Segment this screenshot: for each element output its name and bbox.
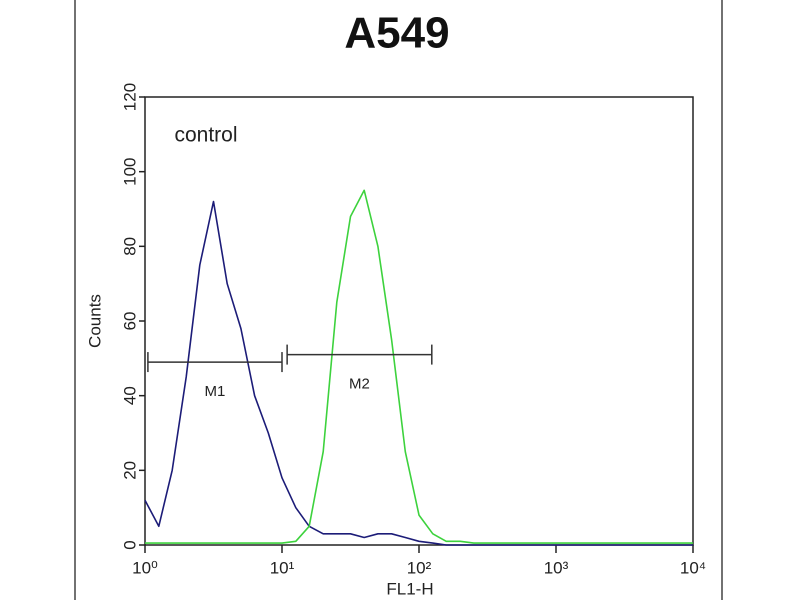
y-tick-label: 60 [120, 312, 139, 331]
annotation: control [174, 124, 237, 147]
chart-title: A549 [344, 9, 449, 58]
x-tick-label: 10⁴ [680, 558, 706, 577]
y-tick-label: 40 [120, 386, 139, 405]
series-line [144, 200, 693, 546]
y-tick-label: 0 [120, 540, 139, 549]
x-axis-label: FL1-H [386, 579, 433, 598]
marker-label: M2 [349, 376, 370, 393]
marker-label: M1 [205, 383, 226, 400]
x-tick-label: 10² [407, 558, 432, 577]
series-line [145, 189, 693, 544]
x-tick-label: 10¹ [270, 558, 295, 577]
x-tick-label: 10³ [544, 558, 569, 577]
y-tick-label: 120 [120, 83, 139, 111]
x-tick-label: 10⁰ [132, 558, 158, 577]
y-tick-label: 80 [120, 237, 139, 256]
y-tick-label: 100 [120, 157, 139, 185]
y-tick-label: 20 [120, 461, 139, 480]
y-axis-label: Counts [85, 294, 104, 348]
